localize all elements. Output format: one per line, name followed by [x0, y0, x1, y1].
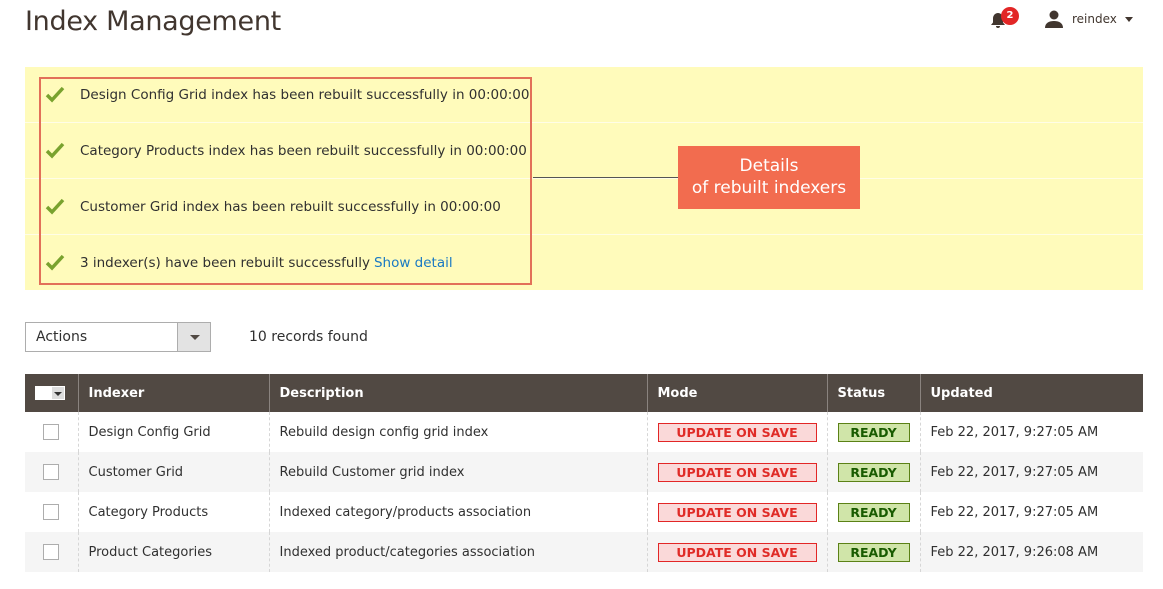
- row-checkbox[interactable]: [43, 464, 60, 480]
- message-item: Category Products index has been rebuilt…: [25, 123, 1143, 179]
- row-select[interactable]: [25, 452, 78, 492]
- row-checkbox[interactable]: [43, 504, 60, 520]
- check-icon: [45, 86, 65, 103]
- chevron-down-icon: [1124, 16, 1133, 22]
- message-text: Customer Grid index has been rebuilt suc…: [80, 198, 501, 215]
- column-status[interactable]: Status: [826, 374, 920, 412]
- row-checkbox[interactable]: [43, 424, 60, 440]
- status-badge: READY: [837, 462, 910, 482]
- indexer-grid: Indexer Description Mode Status Updated …: [25, 374, 1143, 572]
- status-badge: READY: [837, 542, 910, 562]
- column-updated[interactable]: Updated: [919, 374, 1143, 412]
- column-description[interactable]: Description: [268, 374, 647, 412]
- user-icon: [1045, 10, 1063, 28]
- table-row: Customer Grid Rebuild Customer grid inde…: [25, 452, 1143, 492]
- message-item: Design Config Grid index has been rebuil…: [25, 67, 1143, 123]
- message-item: Customer Grid index has been rebuilt suc…: [25, 179, 1143, 235]
- updated-cell: Feb 22, 2017, 9:26:08 AM: [919, 532, 1143, 572]
- chevron-down-icon: [177, 323, 210, 351]
- mass-select-checkbox[interactable]: [36, 387, 52, 399]
- indexer-cell: Category Products: [77, 492, 269, 532]
- chevron-down-icon[interactable]: [52, 387, 64, 399]
- show-detail-link[interactable]: Show detail: [373, 255, 453, 271]
- status-badge: READY: [837, 422, 910, 442]
- page-title: Index Management: [25, 6, 281, 37]
- updated-cell: Feb 22, 2017, 9:27:05 AM: [919, 452, 1143, 492]
- mode-badge: UPDATE ON SAVE: [657, 542, 817, 562]
- column-indexer[interactable]: Indexer: [77, 374, 269, 412]
- check-icon: [45, 142, 65, 159]
- actions-dropdown[interactable]: Actions: [25, 322, 211, 352]
- mode-cell: UPDATE ON SAVE: [646, 412, 827, 452]
- status-cell: READY: [826, 492, 920, 532]
- actions-label: Actions: [36, 329, 88, 345]
- status-cell: READY: [826, 532, 920, 572]
- notification-badge[interactable]: 2: [1001, 7, 1019, 25]
- updated-cell: Feb 22, 2017, 9:27:05 AM: [919, 412, 1143, 452]
- updated-cell: Feb 22, 2017, 9:27:05 AM: [919, 492, 1143, 532]
- mode-badge: UPDATE ON SAVE: [657, 462, 817, 482]
- records-count: 10 records found: [249, 329, 368, 345]
- status-cell: READY: [826, 452, 920, 492]
- message-text: Design Config Grid index has been rebuil…: [80, 86, 530, 103]
- row-checkbox[interactable]: [43, 544, 60, 560]
- mode-cell: UPDATE ON SAVE: [646, 492, 827, 532]
- message-text: 3 indexer(s) have been rebuilt successfu…: [80, 255, 370, 271]
- message-item: 3 indexer(s) have been rebuilt successfu…: [25, 235, 1143, 291]
- user-menu[interactable]: reindex: [1044, 10, 1133, 28]
- message-text: Category Products index has been rebuilt…: [80, 142, 527, 159]
- mode-cell: UPDATE ON SAVE: [646, 532, 827, 572]
- username: reindex: [1072, 12, 1117, 26]
- row-select[interactable]: [25, 532, 78, 572]
- callout-line2: of rebuilt indexers: [691, 178, 847, 198]
- callout-annotation: Details of rebuilt indexers: [678, 146, 860, 209]
- row-select[interactable]: [25, 492, 78, 532]
- description-cell: Rebuild design config grid index: [268, 412, 647, 452]
- description-cell: Rebuild Customer grid index: [268, 452, 647, 492]
- callout-line1: Details: [739, 156, 799, 176]
- callout-connector: [533, 177, 678, 178]
- indexer-cell: Design Config Grid: [77, 412, 269, 452]
- status-cell: READY: [826, 412, 920, 452]
- table-row: Category Products Indexed category/produ…: [25, 492, 1143, 532]
- row-select[interactable]: [25, 412, 78, 452]
- description-cell: Indexed category/products association: [268, 492, 647, 532]
- indexer-cell: Customer Grid: [77, 452, 269, 492]
- check-icon: [45, 254, 65, 271]
- indexer-cell: Product Categories: [77, 532, 269, 572]
- mode-cell: UPDATE ON SAVE: [646, 452, 827, 492]
- table-row: Product Categories Indexed product/categ…: [25, 532, 1143, 572]
- success-messages: Design Config Grid index has been rebuil…: [25, 67, 1143, 290]
- mass-select[interactable]: [25, 374, 78, 412]
- status-badge: READY: [837, 502, 910, 522]
- table-row: Design Config Grid Rebuild design config…: [25, 412, 1143, 452]
- check-icon: [45, 198, 65, 215]
- mode-badge: UPDATE ON SAVE: [657, 422, 817, 442]
- column-mode[interactable]: Mode: [646, 374, 827, 412]
- description-cell: Indexed product/categories association: [268, 532, 647, 572]
- mode-badge: UPDATE ON SAVE: [657, 502, 817, 522]
